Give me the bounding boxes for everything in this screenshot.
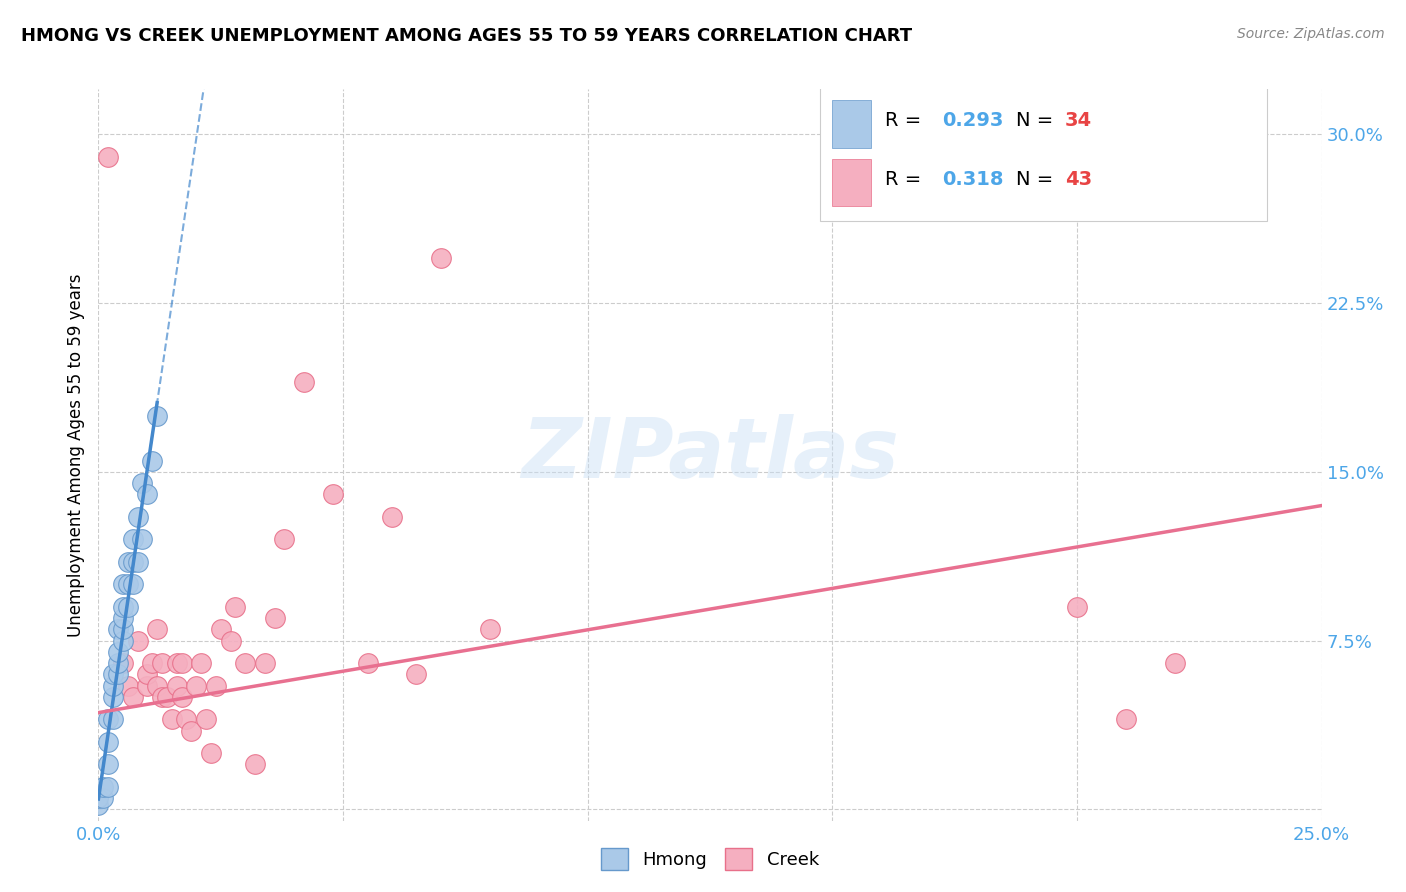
Point [190, 656, 212, 670]
Point [156, 690, 179, 704]
Point [97, 735, 120, 749]
Legend: Hmong, Creek: Hmong, Creek [593, 841, 827, 878]
Point [146, 623, 169, 637]
Text: R =: R = [884, 169, 928, 189]
Point [176, 712, 198, 726]
Point [97, 150, 120, 164]
Text: 0.293: 0.293 [942, 112, 1004, 130]
Point [430, 251, 453, 265]
Point [91, 780, 114, 794]
Point [91, 791, 114, 805]
Point [127, 555, 149, 569]
Point [111, 577, 134, 591]
Point [136, 667, 159, 681]
Point [381, 509, 404, 524]
Point [107, 656, 129, 670]
Point [107, 645, 129, 659]
Point [111, 611, 134, 625]
Point [273, 533, 295, 547]
Point [200, 746, 222, 760]
Text: Source: ZipAtlas.com: Source: ZipAtlas.com [1237, 27, 1385, 41]
Point [263, 611, 285, 625]
Text: 34: 34 [1064, 112, 1092, 130]
Point [97, 757, 120, 772]
Point [127, 509, 149, 524]
Text: ZIPatlas: ZIPatlas [522, 415, 898, 495]
Bar [832, 159, 872, 206]
Point [1115, 712, 1137, 726]
Point [253, 656, 276, 670]
Text: N =: N = [1015, 169, 1059, 189]
Point [150, 690, 173, 704]
Point [127, 633, 149, 648]
Point [186, 679, 208, 693]
Point [170, 690, 193, 704]
Point [1164, 656, 1187, 670]
Point [101, 712, 124, 726]
Point [117, 555, 139, 569]
Text: N =: N = [1015, 112, 1059, 130]
Point [97, 712, 120, 726]
Point [146, 679, 169, 693]
Point [170, 656, 193, 670]
Point [205, 679, 228, 693]
Point [356, 656, 378, 670]
Point [180, 723, 202, 738]
Point [233, 656, 256, 670]
Point [131, 476, 153, 491]
Point [87, 797, 110, 812]
Point [322, 487, 344, 501]
Point [111, 656, 134, 670]
Point [478, 623, 501, 637]
Point [292, 375, 315, 389]
Point [117, 679, 139, 693]
Point [146, 409, 169, 423]
Point [136, 487, 159, 501]
Point [117, 577, 139, 591]
Point [209, 623, 232, 637]
Bar [820, 86, 1267, 221]
Point [243, 757, 266, 772]
Point [111, 623, 134, 637]
Point [101, 679, 124, 693]
Text: R =: R = [884, 112, 928, 130]
Text: HMONG VS CREEK UNEMPLOYMENT AMONG AGES 55 TO 59 YEARS CORRELATION CHART: HMONG VS CREEK UNEMPLOYMENT AMONG AGES 5… [21, 27, 912, 45]
Point [166, 656, 188, 670]
Point [111, 633, 134, 648]
Point [141, 453, 163, 467]
Point [87, 791, 110, 805]
Point [121, 577, 143, 591]
Point [136, 679, 159, 693]
Point [219, 633, 242, 648]
Point [107, 623, 129, 637]
Text: 43: 43 [1064, 169, 1092, 189]
Point [150, 656, 173, 670]
Text: 0.318: 0.318 [942, 169, 1004, 189]
Bar [832, 100, 872, 148]
Point [405, 667, 427, 681]
Point [195, 712, 218, 726]
Point [1066, 599, 1088, 614]
Point [166, 679, 188, 693]
Point [121, 555, 143, 569]
Point [131, 533, 153, 547]
Point [141, 656, 163, 670]
Point [160, 712, 183, 726]
Point [97, 780, 120, 794]
Point [101, 667, 124, 681]
Point [101, 690, 124, 704]
Point [121, 690, 143, 704]
Point [121, 533, 143, 547]
Point [224, 599, 246, 614]
Y-axis label: Unemployment Among Ages 55 to 59 years: Unemployment Among Ages 55 to 59 years [66, 273, 84, 637]
Point [117, 599, 139, 614]
Point [107, 667, 129, 681]
Point [111, 599, 134, 614]
